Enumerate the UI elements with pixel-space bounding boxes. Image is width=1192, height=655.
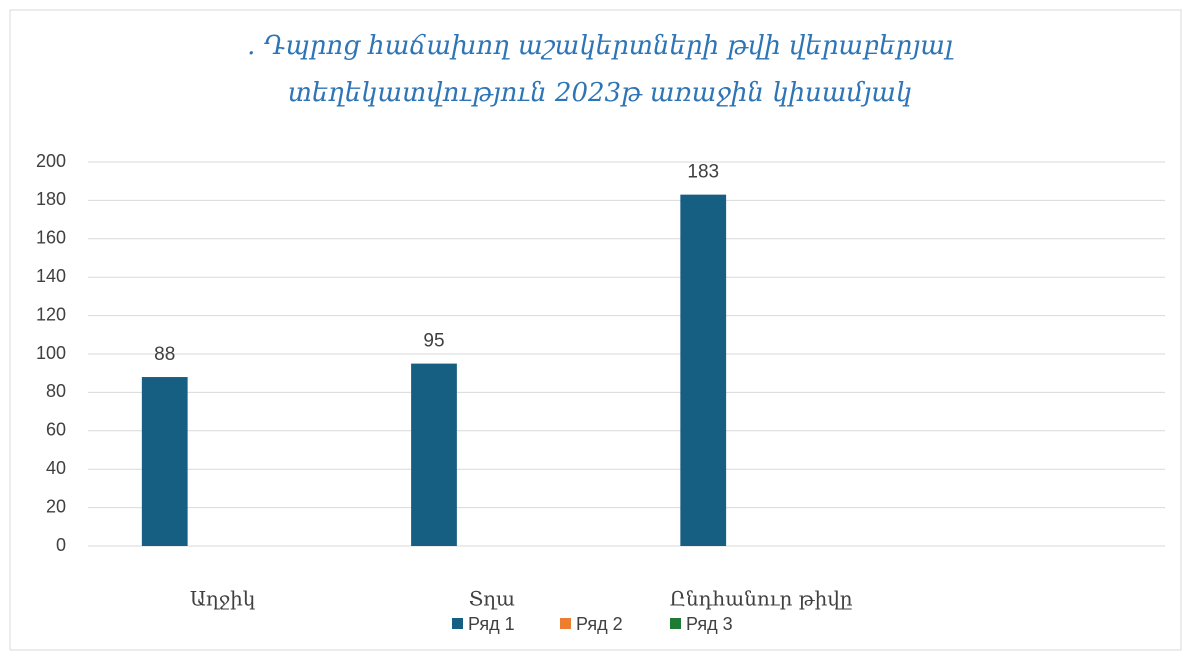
bar	[680, 194, 727, 546]
bar	[141, 377, 188, 546]
y-tick-label: 160	[36, 228, 66, 248]
legend-swatch	[560, 618, 571, 629]
x-tick-label: Ընդհանուր թիվը	[670, 587, 853, 611]
y-tick-label: 20	[46, 496, 66, 516]
legend-swatch	[452, 618, 463, 629]
legend-label: Ряд 3	[686, 614, 733, 634]
y-tick-label: 60	[46, 420, 66, 440]
x-tick-label: Տղա	[469, 587, 515, 611]
y-tick-label: 0	[56, 535, 66, 555]
legend-swatch	[670, 618, 681, 629]
x-tick-label: Աղջիկ	[190, 587, 255, 611]
y-tick-label: 120	[36, 304, 66, 324]
y-tick-label: 80	[46, 381, 66, 401]
legend-label: Ряд 2	[576, 614, 623, 634]
chart-title: . Դպրոց հաճախող աշակերտների թվի վերաբերյ…	[247, 31, 954, 61]
chart-title: տեղեկատվություն 2023թ առաջին կիսամյակ	[288, 78, 912, 108]
y-tick-label: 100	[36, 343, 66, 363]
y-tick-label: 180	[36, 189, 66, 209]
bar	[411, 363, 457, 546]
y-tick-label: 140	[36, 266, 66, 286]
y-tick-label: 40	[46, 458, 66, 478]
data-label: 183	[687, 162, 719, 183]
data-label: 88	[154, 344, 175, 365]
chart-frame	[9, 9, 1182, 651]
y-tick-label: 200	[36, 151, 66, 171]
data-label: 95	[423, 331, 444, 352]
legend-label: Ряд 1	[468, 614, 515, 634]
